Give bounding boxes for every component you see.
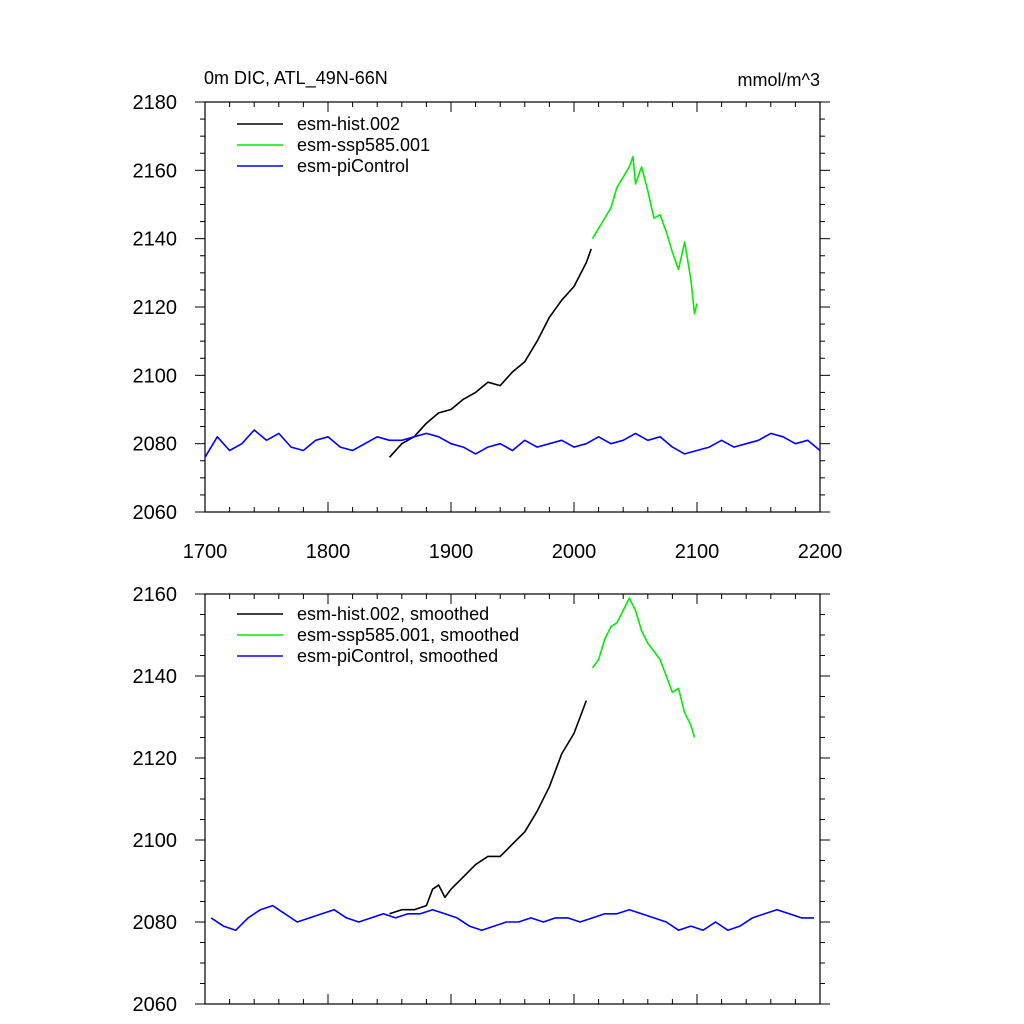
legend-label: esm-hist.002 <box>297 114 400 134</box>
y-tick-label: 2100 <box>133 365 178 387</box>
y-tick-label: 2120 <box>133 748 178 770</box>
y-tick-label: 2120 <box>133 297 178 319</box>
y-tick-label: 2080 <box>133 434 178 456</box>
series-line-2 <box>204 429 821 458</box>
y-tick-label: 2140 <box>133 666 178 688</box>
legend-label: esm-piControl <box>297 156 409 176</box>
top-panel: 0m DIC, ATL_49N-66N mmol/m^3 2060 2080 210… <box>133 68 843 563</box>
bottom-panel: 2060 2080 2100 2120 2140 2160 esm-hist.002, s… <box>133 584 830 1016</box>
series-line-1 <box>591 597 696 738</box>
y-axis-tick-labels: 2060 2080 2100 2120 2140 2160 2180 <box>133 92 178 524</box>
x-tick-label: 1900 <box>429 541 474 563</box>
legend-label: esm-ssp585.001 <box>297 135 430 155</box>
chart-title: 0m DIC, ATL_49N-66N <box>204 68 388 89</box>
y-tick-label: 2080 <box>133 912 178 934</box>
x-tick-label: 2000 <box>552 541 597 563</box>
y-tick-label: 2100 <box>133 830 178 852</box>
series-line-2 <box>210 904 814 932</box>
x-tick-label: 1700 <box>183 541 228 563</box>
y-tick-label: 2160 <box>133 584 178 606</box>
x-axis-tick-labels: 1700 1800 1900 2000 2100 2200 <box>183 541 843 563</box>
series-line-0 <box>388 248 592 458</box>
tick-marks <box>195 593 830 1005</box>
y-tick-label: 2060 <box>133 502 178 524</box>
series-lines <box>204 155 821 458</box>
y-tick-label: 2160 <box>133 160 178 182</box>
legend-label: esm-piControl, smoothed <box>297 646 498 666</box>
y-tick-label: 2140 <box>133 229 178 251</box>
y-tick-label: 2180 <box>133 92 178 114</box>
series-line-1 <box>591 155 698 315</box>
y-axis-tick-labels: 2060 2080 2100 2120 2140 2160 <box>133 584 178 1016</box>
x-tick-label: 2100 <box>675 541 720 563</box>
tick-marks <box>195 101 830 513</box>
series-lines <box>210 597 814 932</box>
legend-label: esm-hist.002, smoothed <box>297 604 489 624</box>
units-label: mmol/m^3 <box>738 70 820 90</box>
x-tick-label: 1800 <box>306 541 351 563</box>
x-tick-label: 2200 <box>798 541 843 563</box>
legend-label: esm-ssp585.001, smoothed <box>297 625 519 645</box>
series-line-0 <box>389 700 588 915</box>
y-tick-label: 2060 <box>133 994 178 1016</box>
